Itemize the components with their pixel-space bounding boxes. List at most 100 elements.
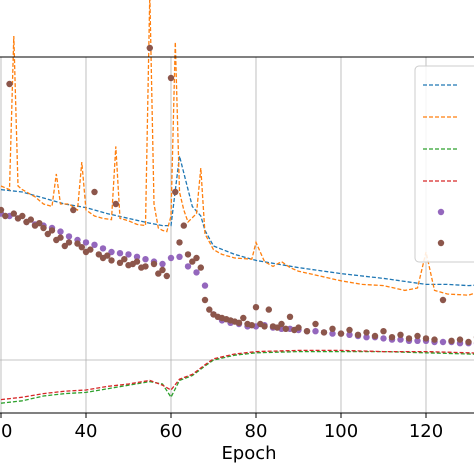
data-point — [312, 320, 319, 328]
data-point — [163, 272, 170, 280]
legend-marker — [437, 239, 445, 247]
data-point — [193, 269, 200, 276]
data-point — [397, 336, 404, 343]
data-point — [146, 44, 153, 52]
series-1 — [0, 0, 474, 296]
x-axis-label: Epoch — [221, 443, 276, 464]
series-line — [0, 155, 474, 287]
data-point — [197, 264, 204, 271]
data-point — [337, 330, 345, 337]
data-point — [414, 332, 421, 340]
data-point — [57, 228, 64, 235]
data-point — [431, 336, 438, 343]
data-point — [108, 248, 115, 256]
data-point — [329, 325, 336, 332]
x-axis-ticks: 20 40 60 80 100 120 — [0, 413, 443, 442]
data-point — [261, 323, 268, 330]
data-point — [189, 258, 196, 265]
data-point — [167, 74, 175, 82]
data-point — [6, 80, 13, 88]
series-4 — [0, 210, 474, 347]
data-point — [240, 314, 247, 322]
data-point — [252, 304, 260, 311]
data-point — [116, 259, 124, 266]
legend-marker — [437, 208, 445, 216]
data-point — [133, 258, 141, 265]
data-point — [108, 257, 115, 264]
data-point — [248, 322, 255, 329]
data-point — [104, 252, 111, 259]
data-point — [380, 328, 387, 335]
data-point — [414, 337, 421, 344]
data-point — [99, 245, 107, 252]
data-point — [40, 224, 47, 232]
data-point — [363, 334, 370, 341]
x-tick-label: 20 — [0, 421, 12, 442]
data-point — [448, 337, 455, 344]
data-point — [235, 319, 243, 326]
series-line — [0, 349, 474, 401]
data-point — [142, 256, 149, 263]
data-point — [201, 296, 209, 304]
data-point — [346, 326, 353, 334]
data-point — [125, 251, 132, 258]
x-tick-label: 120 — [409, 421, 443, 442]
data-point — [78, 244, 86, 251]
series-5 — [0, 44, 474, 346]
data-point — [295, 324, 302, 331]
data-point — [10, 210, 17, 217]
data-point — [422, 335, 430, 342]
series-3 — [0, 349, 474, 401]
data-point — [206, 306, 213, 313]
legend-box — [414, 65, 474, 263]
x-tick-label: 40 — [75, 421, 98, 442]
data-point — [27, 216, 34, 223]
data-point — [354, 331, 362, 338]
data-point — [388, 334, 396, 341]
data-point — [19, 212, 26, 220]
data-point — [36, 220, 43, 227]
x-tick-label: 100 — [324, 421, 358, 442]
data-point — [439, 296, 447, 304]
data-point — [172, 188, 179, 196]
data-point — [57, 234, 64, 241]
data-point — [74, 240, 81, 247]
data-point — [121, 256, 128, 263]
data-point — [180, 222, 187, 229]
data-point — [95, 251, 103, 258]
data-point — [133, 253, 141, 260]
data-point — [44, 230, 51, 238]
series-line — [0, 350, 474, 404]
data-point — [87, 246, 94, 253]
data-point — [303, 328, 311, 335]
data-point — [61, 242, 68, 250]
data-point — [405, 335, 413, 342]
series-0 — [0, 155, 474, 287]
data-point — [439, 338, 447, 346]
data-point — [159, 260, 166, 268]
data-point — [116, 250, 124, 257]
plot-frame — [0, 56, 474, 414]
data-point — [91, 188, 98, 196]
data-point — [184, 263, 192, 270]
data-point — [112, 200, 120, 208]
data-point — [320, 329, 328, 336]
data-point — [65, 239, 73, 246]
series-layer — [0, 0, 474, 404]
x-tick-label: 80 — [245, 421, 268, 442]
data-point — [465, 338, 472, 346]
series-2 — [0, 350, 474, 404]
data-point — [380, 335, 387, 342]
legend — [414, 65, 474, 263]
data-point — [329, 330, 336, 337]
data-point — [155, 270, 162, 277]
data-point — [150, 260, 158, 268]
data-point — [0, 206, 5, 214]
data-point — [176, 253, 183, 260]
data-point — [193, 254, 200, 262]
data-point — [2, 212, 9, 220]
data-point — [363, 329, 370, 336]
data-point — [159, 266, 166, 274]
data-point — [70, 206, 77, 214]
